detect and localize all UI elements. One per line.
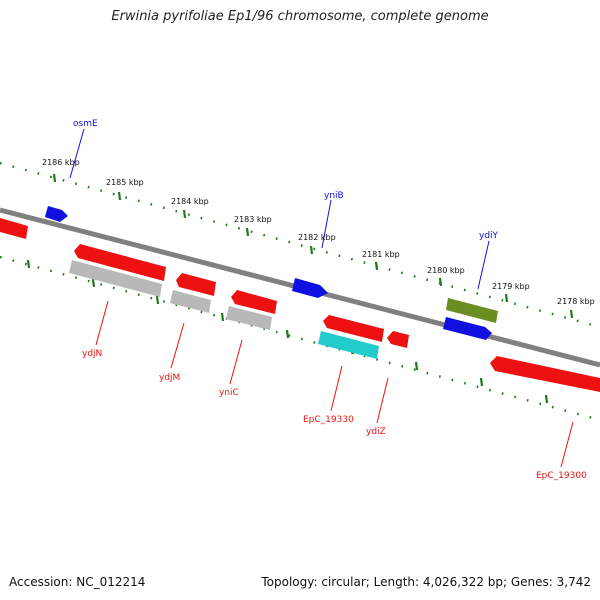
gene-left-edge[interactable] bbox=[0, 218, 28, 239]
major-tick bbox=[546, 395, 547, 403]
major-tick bbox=[184, 210, 185, 218]
leader-ydjN bbox=[96, 301, 108, 345]
leader-osmE bbox=[70, 129, 84, 178]
kbp-label: 2182 kbp bbox=[298, 233, 336, 242]
kbp-label: 2183 kbp bbox=[234, 215, 272, 224]
major-tick bbox=[222, 313, 223, 321]
label-osmE: osmE bbox=[73, 119, 98, 129]
label-yniC: yniC bbox=[219, 388, 239, 398]
major-tick bbox=[157, 296, 158, 304]
major-tick bbox=[571, 310, 572, 318]
label-EpC_19300: EpC_19300 bbox=[536, 471, 587, 481]
gene-osmE[interactable] bbox=[45, 206, 68, 222]
label-ydiY: ydiY bbox=[479, 231, 499, 241]
leader-ydiZ bbox=[377, 378, 388, 423]
leader-EpC_19330 bbox=[331, 366, 342, 411]
leader-ydjM bbox=[171, 323, 184, 368]
label-ydjM: ydjM bbox=[159, 373, 180, 383]
major-tick bbox=[506, 294, 507, 302]
label-ydjN: ydjN bbox=[82, 349, 102, 359]
label-yniB: yniB bbox=[324, 191, 344, 201]
major-tick bbox=[376, 262, 377, 270]
kbp-label: 2185 kbp bbox=[106, 178, 144, 187]
major-tick bbox=[287, 330, 288, 338]
major-tick bbox=[54, 174, 55, 182]
leader-EpC_19300 bbox=[561, 422, 573, 467]
kbp-label: 2178 kbp bbox=[557, 297, 595, 306]
major-tick bbox=[28, 260, 29, 268]
kbp-label: 2179 kbp bbox=[492, 282, 530, 291]
kbp-label: 2181 kbp bbox=[362, 250, 400, 259]
upper-tick-track bbox=[0, 163, 600, 327]
genome-stats-text: Topology: circular; Length: 4,026,322 bp… bbox=[261, 575, 591, 589]
kbp-label: 2184 kbp bbox=[171, 197, 209, 206]
label-EpC_19330: EpC_19330 bbox=[303, 415, 354, 425]
leader-yniC bbox=[230, 340, 242, 384]
major-tick bbox=[416, 362, 417, 370]
gene-ydiY-blue[interactable] bbox=[443, 317, 492, 340]
leader-ydiY bbox=[478, 241, 489, 289]
kbp-label: 2180 kbp bbox=[427, 266, 465, 275]
genome-map: 2186 kbp 2185 kbp 2184 kbp 2183 kbp 2182… bbox=[0, 0, 600, 600]
major-tick bbox=[93, 279, 94, 287]
accession-text: Accession: NC_012214 bbox=[9, 575, 145, 589]
gene-ydiZ[interactable] bbox=[387, 331, 409, 348]
major-tick bbox=[119, 192, 120, 200]
major-tick bbox=[311, 246, 312, 254]
label-ydiZ: ydiZ bbox=[366, 427, 386, 437]
gene-yniB[interactable] bbox=[292, 278, 328, 298]
major-tick bbox=[247, 228, 248, 236]
major-tick bbox=[440, 278, 441, 286]
major-tick bbox=[481, 378, 482, 386]
